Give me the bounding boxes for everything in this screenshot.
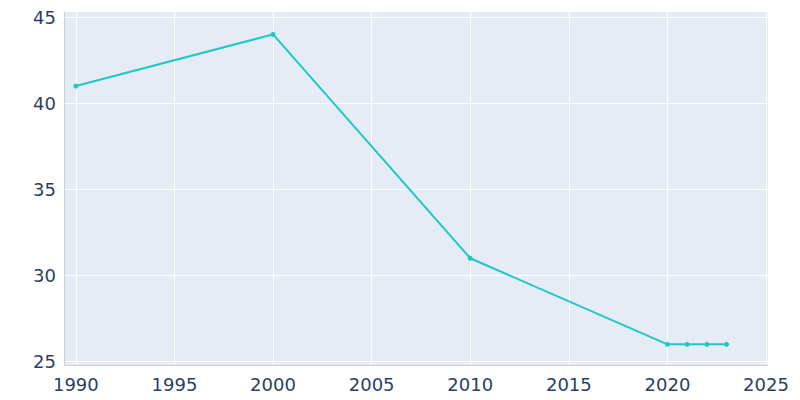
svg-text:25: 25 [33,351,56,372]
svg-text:40: 40 [33,93,56,114]
svg-text:1990: 1990 [53,374,99,395]
svg-text:2010: 2010 [447,374,493,395]
svg-text:1995: 1995 [152,374,198,395]
svg-text:2020: 2020 [645,374,691,395]
svg-text:35: 35 [33,179,56,200]
svg-text:30: 30 [33,265,56,286]
svg-text:2005: 2005 [349,374,395,395]
svg-text:2000: 2000 [250,374,296,395]
svg-text:2025: 2025 [743,374,789,395]
svg-text:2015: 2015 [546,374,592,395]
svg-text:45: 45 [33,7,56,28]
